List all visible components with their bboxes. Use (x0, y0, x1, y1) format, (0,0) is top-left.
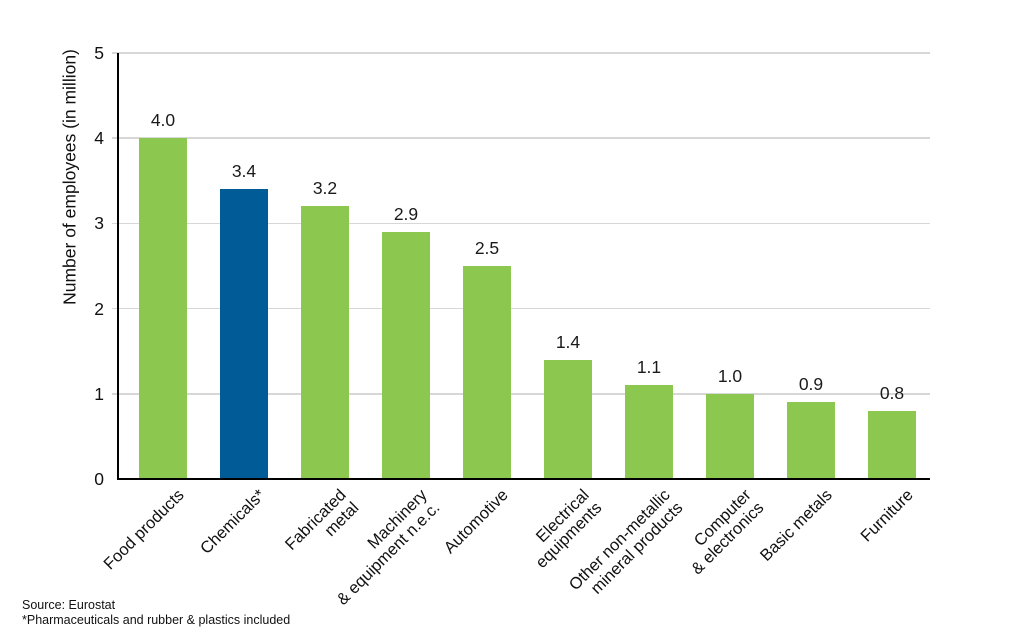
y-tick-label: 2 (94, 298, 104, 319)
y-axis-title: Number of employees (in million) (59, 49, 80, 305)
bar (301, 206, 349, 479)
y-axis-line (117, 53, 119, 480)
bar-value-label: 3.2 (312, 178, 338, 199)
bar (544, 359, 592, 479)
bar-value-label: 1.0 (717, 365, 743, 386)
y-tick-label: 4 (94, 128, 104, 149)
bar-value-label: 2.9 (393, 203, 419, 224)
bar-value-label: 3.4 (231, 161, 257, 182)
bar (625, 385, 673, 479)
bar (868, 410, 916, 479)
x-axis-line (118, 478, 930, 480)
gridline (112, 222, 930, 225)
gridline (112, 52, 930, 54)
bar-value-label: 2.5 (474, 238, 500, 258)
gridline (112, 307, 930, 310)
gridline (112, 137, 930, 139)
y-tick-label: 1 (94, 383, 104, 404)
source-note: Source: Eurostat *Pharmaceuticals and ru… (22, 598, 290, 628)
bar-value-label: 0.9 (798, 374, 824, 395)
y-tick-label: 0 (94, 469, 104, 489)
bar (139, 138, 187, 479)
bar (787, 402, 835, 479)
bar-value-label: 4.0 (150, 110, 176, 131)
bar (382, 231, 430, 479)
bar (463, 266, 511, 479)
source-line: Source: Eurostat (22, 598, 116, 612)
bar (220, 189, 268, 479)
y-tick-label: 3 (94, 213, 104, 234)
bar-value-label: 0.8 (879, 382, 905, 403)
footnote-line: *Pharmaceuticals and rubber & plastics i… (22, 613, 291, 627)
bar (706, 393, 754, 479)
gridline (112, 393, 930, 395)
bar-value-label: 1.1 (636, 357, 662, 378)
y-tick-label: 5 (94, 43, 104, 63)
bar-value-label: 1.4 (555, 331, 581, 352)
